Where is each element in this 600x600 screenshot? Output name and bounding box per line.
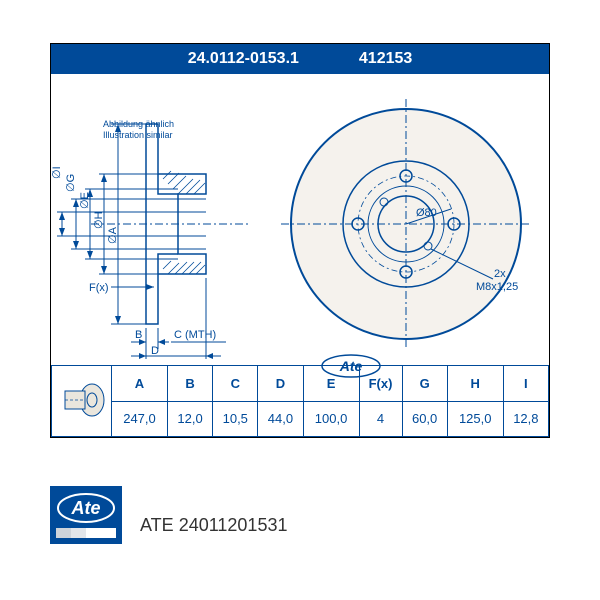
val-C: 10,5 <box>213 401 258 437</box>
col-F: F(x) <box>359 366 402 402</box>
label-screw-spec: M8x1,25 <box>476 281 518 293</box>
brand-name: ATE <box>140 515 174 535</box>
spec-table-wrap: A B C D E F(x) G H I 247,0 12,0 10,5 44,… <box>51 365 549 437</box>
lbl-H-v: ∅H <box>93 211 105 229</box>
brand-logo: Ate <box>50 486 122 544</box>
spec-table: A B C D E F(x) G H I 247,0 12,0 10,5 44,… <box>51 365 549 437</box>
face-view: Ø80 2x M8x1,25 <box>271 84 541 364</box>
label-Fx: F(x) <box>89 282 109 294</box>
icon-cell <box>52 366 112 437</box>
col-D: D <box>258 366 303 402</box>
col-E: E <box>303 366 359 402</box>
label-screw-count: 2x <box>494 268 506 280</box>
val-F: 4 <box>359 401 402 437</box>
diagram-area: ∅I ∅G ∅E ∅H ∅A F(x) <box>51 74 549 364</box>
table-header-row: A B C D E F(x) G H I <box>52 366 549 402</box>
val-A: 247,0 <box>112 401 168 437</box>
val-B: 12,0 <box>167 401 212 437</box>
label-C: C (MTH) <box>174 329 216 341</box>
header-bar: 24.0112-0153.1 412153 <box>51 44 549 74</box>
label-B: B <box>135 329 142 341</box>
lbl-E-v: ∅E <box>79 192 91 209</box>
val-I: 12,8 <box>503 401 548 437</box>
drawing-frame: 24.0112-0153.1 412153 Abbildung ähnlich … <box>50 43 550 438</box>
full-part: 24011201531 <box>179 515 288 535</box>
side-view: ∅I ∅G ∅E ∅H ∅A F(x) <box>51 84 251 364</box>
lbl-G-v: ∅G <box>65 174 77 192</box>
lbl-A-v: ∅A <box>107 226 119 244</box>
part-ref: 24.0112-0153.1 <box>188 50 299 68</box>
label-center-dia: Ø80 <box>416 207 437 219</box>
svg-text:Ate: Ate <box>70 498 100 518</box>
col-A: A <box>112 366 168 402</box>
col-C: C <box>213 366 258 402</box>
table-data-row: 247,0 12,0 10,5 44,0 100,0 4 60,0 125,0 … <box>52 401 549 437</box>
col-I: I <box>503 366 548 402</box>
product-card: 24.0112-0153.1 412153 Abbildung ähnlich … <box>0 0 600 600</box>
short-ref: 412153 <box>359 50 412 68</box>
val-H: 125,0 <box>447 401 503 437</box>
label-D: D <box>151 345 159 357</box>
val-D: 44,0 <box>258 401 303 437</box>
footer-part-number: ATE 24011201531 <box>140 515 287 536</box>
val-G: 60,0 <box>402 401 447 437</box>
col-B: B <box>167 366 212 402</box>
lbl-I-v: ∅I <box>51 166 63 179</box>
col-H: H <box>447 366 503 402</box>
col-G: G <box>402 366 447 402</box>
val-E: 100,0 <box>303 401 359 437</box>
